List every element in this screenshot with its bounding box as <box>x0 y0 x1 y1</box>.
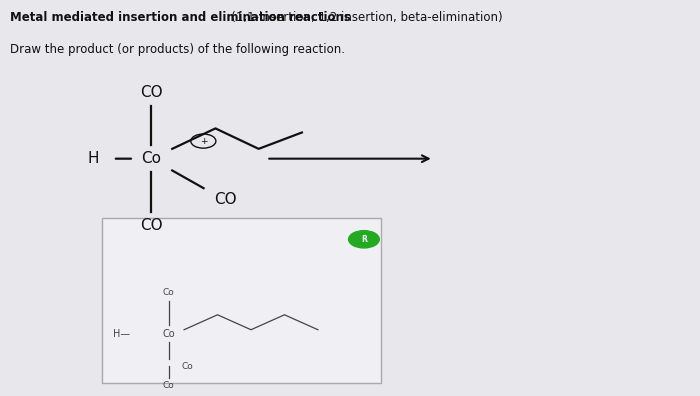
Circle shape <box>349 230 379 248</box>
Text: CO: CO <box>214 192 237 207</box>
Text: H: H <box>88 151 99 166</box>
Text: (1,1-insertion, 1,2 insertion, beta-elimination): (1,1-insertion, 1,2 insertion, beta-elim… <box>10 11 503 24</box>
Text: Draw the product (or products) of the following reaction.: Draw the product (or products) of the fo… <box>10 43 345 56</box>
Bar <box>102 218 382 383</box>
Text: Co: Co <box>162 329 175 339</box>
Text: H—: H— <box>113 329 130 339</box>
Text: +: + <box>199 137 207 146</box>
Text: CO: CO <box>140 218 162 233</box>
Text: Co: Co <box>163 381 174 390</box>
Text: Co: Co <box>163 288 174 297</box>
Text: CO: CO <box>140 85 162 100</box>
Text: Co: Co <box>181 362 193 371</box>
Text: R: R <box>361 235 367 244</box>
Text: Co: Co <box>141 151 161 166</box>
Text: Metal mediated insertion and elimination reactions: Metal mediated insertion and elimination… <box>10 11 351 24</box>
